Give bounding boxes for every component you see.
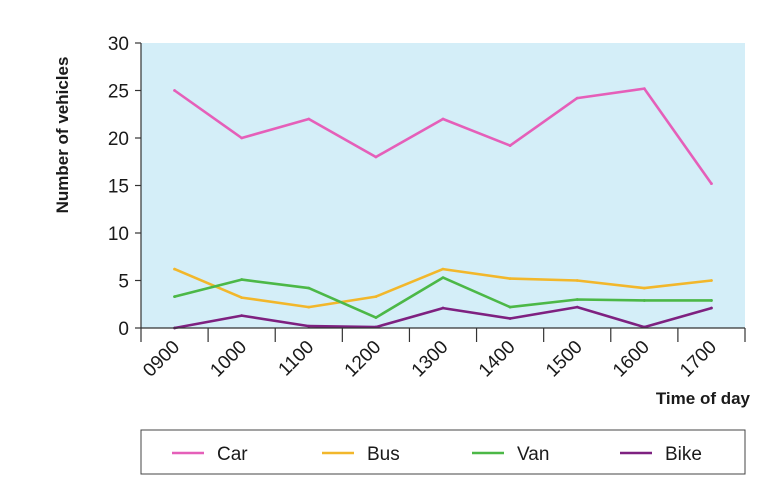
legend-item-car: Car	[172, 444, 248, 465]
legend-item-bus: Bus	[322, 444, 400, 465]
y-tick-label: 0	[118, 319, 129, 340]
x-tick-label: 1300	[408, 337, 453, 382]
data-point-bike	[508, 317, 512, 320]
legend-label: Bus	[367, 444, 400, 465]
y-tick-label: 25	[108, 82, 129, 103]
data-point-car	[575, 96, 579, 100]
x-tick-label: 0900	[139, 337, 184, 382]
legend-label: Bike	[665, 444, 702, 465]
data-point-van	[710, 299, 713, 302]
x-axis-title: Time of day	[656, 389, 751, 408]
y-tick-label: 20	[108, 129, 129, 150]
y-tick-label: 10	[108, 224, 129, 245]
x-tick-label: 1000	[206, 337, 251, 382]
data-point-van	[173, 295, 176, 299]
data-point-bus	[441, 267, 445, 271]
y-axis-title: Number of vehicles	[53, 57, 72, 214]
data-point-bike	[710, 306, 713, 310]
data-point-van	[575, 298, 579, 301]
data-point-bike	[575, 305, 579, 309]
data-point-bike	[441, 306, 445, 310]
data-point-van	[240, 278, 244, 281]
data-point-bus	[710, 279, 713, 282]
x-tick-label: 1500	[542, 337, 587, 382]
data-point-car	[240, 136, 244, 140]
data-point-car	[441, 117, 445, 121]
data-point-bus	[240, 296, 244, 299]
x-tick-label: 1700	[676, 337, 721, 382]
data-point-van	[508, 305, 512, 309]
data-point-car	[508, 144, 512, 148]
y-tick-label: 30	[108, 34, 129, 55]
data-point-van	[374, 316, 378, 319]
legend-box	[140, 429, 746, 475]
y-tick-label: 15	[108, 177, 129, 198]
data-point-bike	[240, 314, 244, 318]
legend-label: Van	[517, 444, 549, 465]
x-tick-label: 1200	[341, 337, 386, 382]
data-point-car	[642, 87, 646, 90]
y-tick-label: 5	[118, 272, 129, 293]
data-point-van	[642, 299, 646, 302]
data-point-car	[173, 89, 176, 92]
x-tick-label: 1600	[609, 337, 654, 382]
data-point-bus	[374, 295, 378, 299]
legend-label: Car	[217, 444, 248, 465]
data-point-van	[441, 276, 445, 280]
data-point-bus	[173, 267, 176, 271]
data-point-car	[307, 117, 311, 121]
legend-item-bike: Bike	[620, 444, 702, 465]
data-point-bike	[307, 324, 311, 328]
data-point-bus	[575, 279, 579, 282]
x-tick-label: 1400	[475, 337, 520, 382]
plot-area	[141, 43, 745, 328]
data-point-bus	[508, 277, 512, 280]
data-point-car	[710, 182, 713, 186]
series-layer	[173, 87, 713, 330]
data-point-van	[307, 286, 311, 290]
x-tick-label: 1100	[275, 337, 319, 381]
data-point-bus	[642, 286, 646, 290]
data-point-bus	[307, 305, 311, 309]
legend-item-van: Van	[472, 444, 549, 465]
legend: Car Bus Van Bike	[172, 444, 702, 465]
data-point-car	[374, 155, 378, 159]
